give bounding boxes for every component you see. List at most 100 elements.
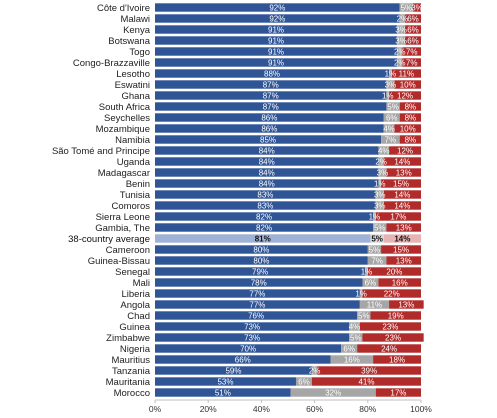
- data-label-1: 86%: [261, 124, 277, 133]
- data-label-1: 92%: [269, 3, 285, 12]
- data-label-2: 5%: [374, 223, 386, 232]
- bar-segment-3: [383, 201, 421, 210]
- data-label-2: 6%: [298, 377, 310, 386]
- data-label-2: 3%: [374, 201, 386, 210]
- category-label: Mauritius: [111, 355, 150, 366]
- data-label-3: 10%: [400, 80, 416, 89]
- bar-segment-3: [375, 388, 421, 397]
- category-label: Kenya: [123, 25, 151, 36]
- data-label-3: 13%: [396, 256, 412, 265]
- bar-segment-1: [155, 366, 312, 375]
- data-label-2: 5%: [401, 3, 413, 12]
- bar-segment-3: [389, 300, 424, 309]
- data-label-2: 2%: [375, 157, 387, 166]
- bar-segment-2: [359, 300, 390, 309]
- data-label-3: 10%: [400, 124, 416, 133]
- data-label-3: 19%: [388, 311, 404, 320]
- data-label-3: 24%: [381, 344, 397, 353]
- x-tick-label: 80%: [359, 404, 376, 414]
- bar-segment-2: [383, 113, 400, 122]
- data-label-3: 14%: [394, 234, 410, 243]
- bar-segment-2: [349, 322, 360, 331]
- bar-segment-3: [399, 135, 421, 144]
- bar-segment-2: [367, 256, 387, 265]
- bar-segment-3: [402, 47, 421, 56]
- category-label: Mozambique: [96, 124, 150, 135]
- data-label-2: 6%: [343, 344, 355, 353]
- bar-segment-3: [402, 58, 421, 67]
- bar-segment-1: [155, 278, 363, 287]
- bar-segment-1: [155, 135, 382, 144]
- data-label-2: 7%: [371, 256, 383, 265]
- bar-segment-3: [359, 322, 421, 331]
- data-label-1: 73%: [244, 333, 260, 342]
- bar-segment-3: [386, 256, 421, 265]
- bar-segment-1: [155, 311, 358, 320]
- data-label-3: 17%: [390, 388, 406, 397]
- data-label-1: 92%: [269, 14, 285, 23]
- bar-segment-1: [155, 91, 387, 100]
- data-label-3: 8%: [405, 135, 417, 144]
- data-label-1: 84%: [259, 168, 275, 177]
- bar-segment-2: [330, 355, 374, 364]
- category-label: Mauritania: [106, 377, 151, 388]
- bar-segment-1: [155, 234, 371, 243]
- data-label-3: 7%: [406, 58, 418, 67]
- bar-segment-1: [155, 190, 376, 199]
- bar-segment-2: [373, 212, 376, 221]
- data-label-3: 11%: [399, 69, 414, 78]
- bar-segment-1: [155, 25, 398, 34]
- category-label: Benin: [126, 179, 150, 190]
- data-label-3: 39%: [361, 366, 377, 375]
- category-label: Tunisia: [120, 190, 151, 201]
- data-label-2: 3%: [377, 168, 389, 177]
- data-label-1: 73%: [244, 322, 260, 331]
- bar-segment-3: [399, 113, 421, 122]
- bar-segment-3: [394, 124, 421, 133]
- data-label-2: 5%: [358, 311, 370, 320]
- data-label-2: 3%: [395, 25, 407, 34]
- data-label-3: 7%: [406, 47, 418, 56]
- data-label-2: 5%: [350, 333, 362, 342]
- bar-segment-1: [155, 146, 379, 155]
- bar-segment-1: [155, 47, 398, 56]
- x-axis: 0% 20% 40% 60% 80% 100%: [149, 399, 432, 414]
- x-tick-label: 60%: [306, 404, 323, 414]
- bar-segment-3: [311, 377, 421, 386]
- data-label-3: 16%: [392, 278, 408, 287]
- bar-segment-1: [155, 69, 390, 78]
- data-label-1: 91%: [268, 47, 284, 56]
- data-label-3: 13%: [398, 300, 414, 309]
- bar-segment-2: [311, 366, 318, 375]
- data-label-1: 81%: [255, 234, 271, 243]
- data-label-1: 76%: [248, 311, 264, 320]
- data-label-1: 88%: [264, 69, 280, 78]
- bar-segment-1: [155, 256, 368, 265]
- data-label-3: 14%: [394, 157, 410, 166]
- category-label: Tanzania: [112, 366, 151, 377]
- data-label-2: 3%: [374, 190, 386, 199]
- data-label-3: 23%: [385, 333, 401, 342]
- data-label-2: 6%: [365, 278, 377, 287]
- category-label: Uganda: [117, 157, 151, 168]
- data-label-3: 14%: [394, 201, 410, 210]
- bar-segment-3: [399, 102, 421, 111]
- category-label: Morocco: [114, 388, 150, 399]
- data-label-3: 12%: [397, 91, 413, 100]
- category-label: Ghana: [121, 91, 150, 102]
- data-label-2: 11%: [367, 300, 382, 309]
- bar-segment-2: [397, 47, 403, 56]
- bar-segment-1: [155, 168, 379, 177]
- data-label-3: 15%: [393, 179, 409, 188]
- data-label-3: 18%: [389, 355, 405, 364]
- bar-segment-3: [405, 14, 421, 23]
- bar-segment-1: [155, 113, 384, 122]
- data-label-1: 66%: [235, 355, 251, 364]
- category-label: South Africa: [99, 102, 151, 113]
- data-label-1: 85%: [260, 135, 276, 144]
- category-label: Mali: [133, 278, 150, 289]
- data-label-2: 5%: [371, 234, 383, 243]
- data-label-1: 51%: [215, 388, 231, 397]
- data-label-2: 1%: [361, 267, 373, 276]
- bar-segment-2: [386, 91, 390, 100]
